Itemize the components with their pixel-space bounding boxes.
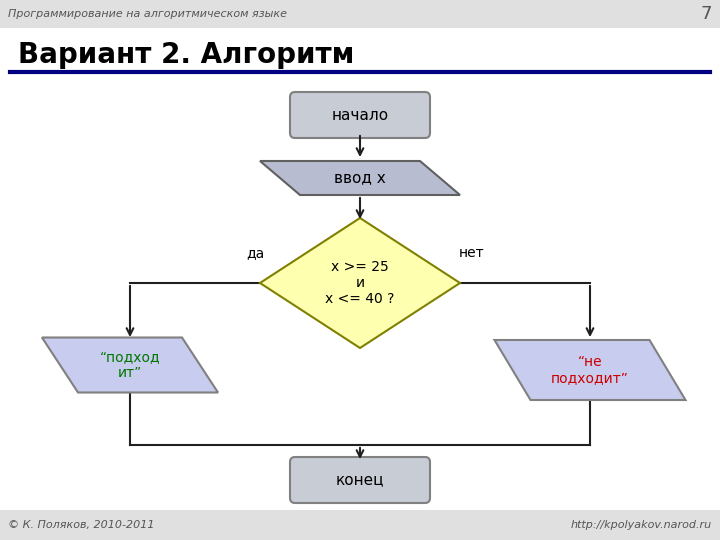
Text: “не
подходит”: “не подходит” [551, 355, 629, 385]
Polygon shape [42, 338, 218, 393]
Polygon shape [260, 218, 460, 348]
Polygon shape [260, 161, 460, 195]
Text: http://kpolyakov.narod.ru: http://kpolyakov.narod.ru [571, 520, 712, 530]
Text: начало: начало [331, 107, 389, 123]
Text: конец: конец [336, 472, 384, 488]
Text: “подход
ит”: “подход ит” [99, 350, 161, 380]
Text: x >= 25
и
x <= 40 ?: x >= 25 и x <= 40 ? [325, 260, 395, 306]
Text: да: да [246, 246, 264, 260]
Text: Вариант 2. Алгоритм: Вариант 2. Алгоритм [18, 41, 354, 69]
FancyBboxPatch shape [0, 510, 720, 540]
Text: Программирование на алгоритмическом языке: Программирование на алгоритмическом язык… [8, 9, 287, 19]
FancyBboxPatch shape [290, 92, 430, 138]
Text: 7: 7 [701, 5, 712, 23]
Text: нет: нет [459, 246, 485, 260]
FancyBboxPatch shape [0, 0, 720, 28]
Text: ввод x: ввод x [334, 171, 386, 186]
Polygon shape [495, 340, 685, 400]
FancyBboxPatch shape [290, 457, 430, 503]
Text: © К. Поляков, 2010-2011: © К. Поляков, 2010-2011 [8, 520, 155, 530]
